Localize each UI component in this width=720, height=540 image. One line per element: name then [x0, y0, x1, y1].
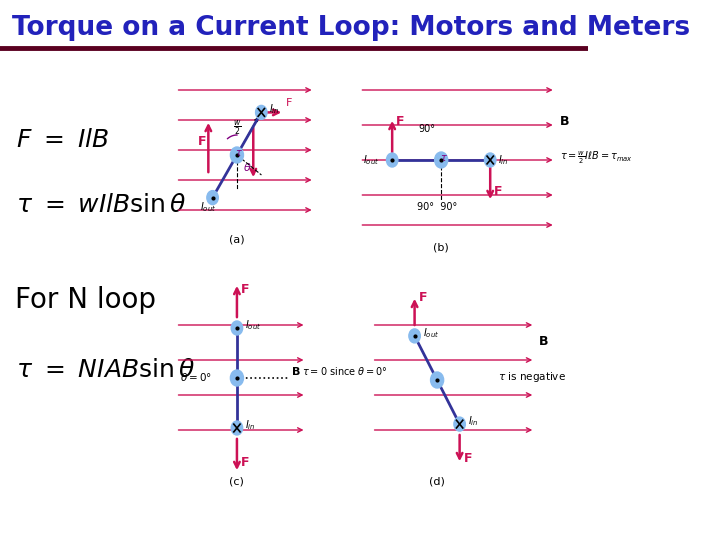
Text: F: F [396, 115, 405, 128]
Text: $\frac{w}{2}$: $\frac{w}{2}$ [233, 118, 242, 137]
Text: $I_{in}$: $I_{in}$ [468, 414, 478, 428]
Text: 90°: 90° [418, 124, 436, 134]
Circle shape [454, 417, 465, 431]
Text: For N loop: For N loop [14, 286, 156, 314]
Text: $I_{out}$: $I_{out}$ [200, 200, 217, 214]
Text: F: F [286, 98, 292, 109]
Text: F: F [464, 452, 472, 465]
Text: $\theta$: $\theta$ [243, 161, 252, 173]
Text: $\tau$ is negative: $\tau$ is negative [498, 370, 567, 384]
Circle shape [230, 370, 243, 386]
Text: $\theta=0°$: $\theta=0°$ [180, 371, 212, 383]
Circle shape [230, 147, 243, 163]
Text: $\tau=\frac{w}{2}I\ell B=\tau_{max}$: $\tau=\frac{w}{2}I\ell B=\tau_{max}$ [559, 149, 633, 166]
Text: B: B [292, 367, 301, 377]
Text: F: F [495, 185, 503, 198]
Text: Torque on a Current Loop: Motors and Meters: Torque on a Current Loop: Motors and Met… [12, 15, 690, 41]
Text: $\tau$: $\tau$ [235, 148, 243, 158]
Text: $\tau$: $\tau$ [440, 153, 448, 163]
Circle shape [409, 329, 420, 343]
Text: $F\ =\ IlB$: $F\ =\ IlB$ [17, 128, 109, 152]
Circle shape [431, 372, 444, 388]
Text: $I_{in}$: $I_{in}$ [245, 418, 256, 432]
Text: $\tau\ =\ NIAB\sin\theta$: $\tau\ =\ NIAB\sin\theta$ [17, 358, 195, 382]
Circle shape [387, 153, 398, 167]
Circle shape [231, 421, 243, 435]
Text: $I_{out}$: $I_{out}$ [363, 153, 379, 167]
Circle shape [207, 191, 218, 205]
Text: $\tau\ =\ wIlB\sin\theta$: $\tau\ =\ wIlB\sin\theta$ [17, 193, 187, 217]
Text: $I_{out}$: $I_{out}$ [423, 326, 439, 340]
Text: F: F [198, 135, 206, 148]
Text: 90°  90°: 90° 90° [417, 202, 457, 212]
Text: (b): (b) [433, 242, 449, 252]
Text: (a): (a) [229, 234, 245, 244]
Text: $I_{in}$: $I_{in}$ [269, 103, 280, 116]
Text: $\tau=0$ since $\theta=0°$: $\tau=0$ since $\theta=0°$ [296, 365, 387, 377]
Text: $I_{in}$: $I_{in}$ [498, 153, 509, 167]
Text: B: B [559, 115, 569, 128]
Text: (c): (c) [230, 477, 244, 487]
Circle shape [485, 153, 496, 167]
Circle shape [256, 105, 267, 119]
Text: F: F [241, 456, 250, 469]
Text: (d): (d) [429, 477, 445, 487]
Circle shape [435, 152, 448, 168]
Text: $I_{out}$: $I_{out}$ [245, 318, 261, 332]
Circle shape [231, 321, 243, 335]
Text: F: F [418, 291, 427, 304]
Text: B: B [539, 335, 549, 348]
Text: F: F [241, 283, 250, 296]
